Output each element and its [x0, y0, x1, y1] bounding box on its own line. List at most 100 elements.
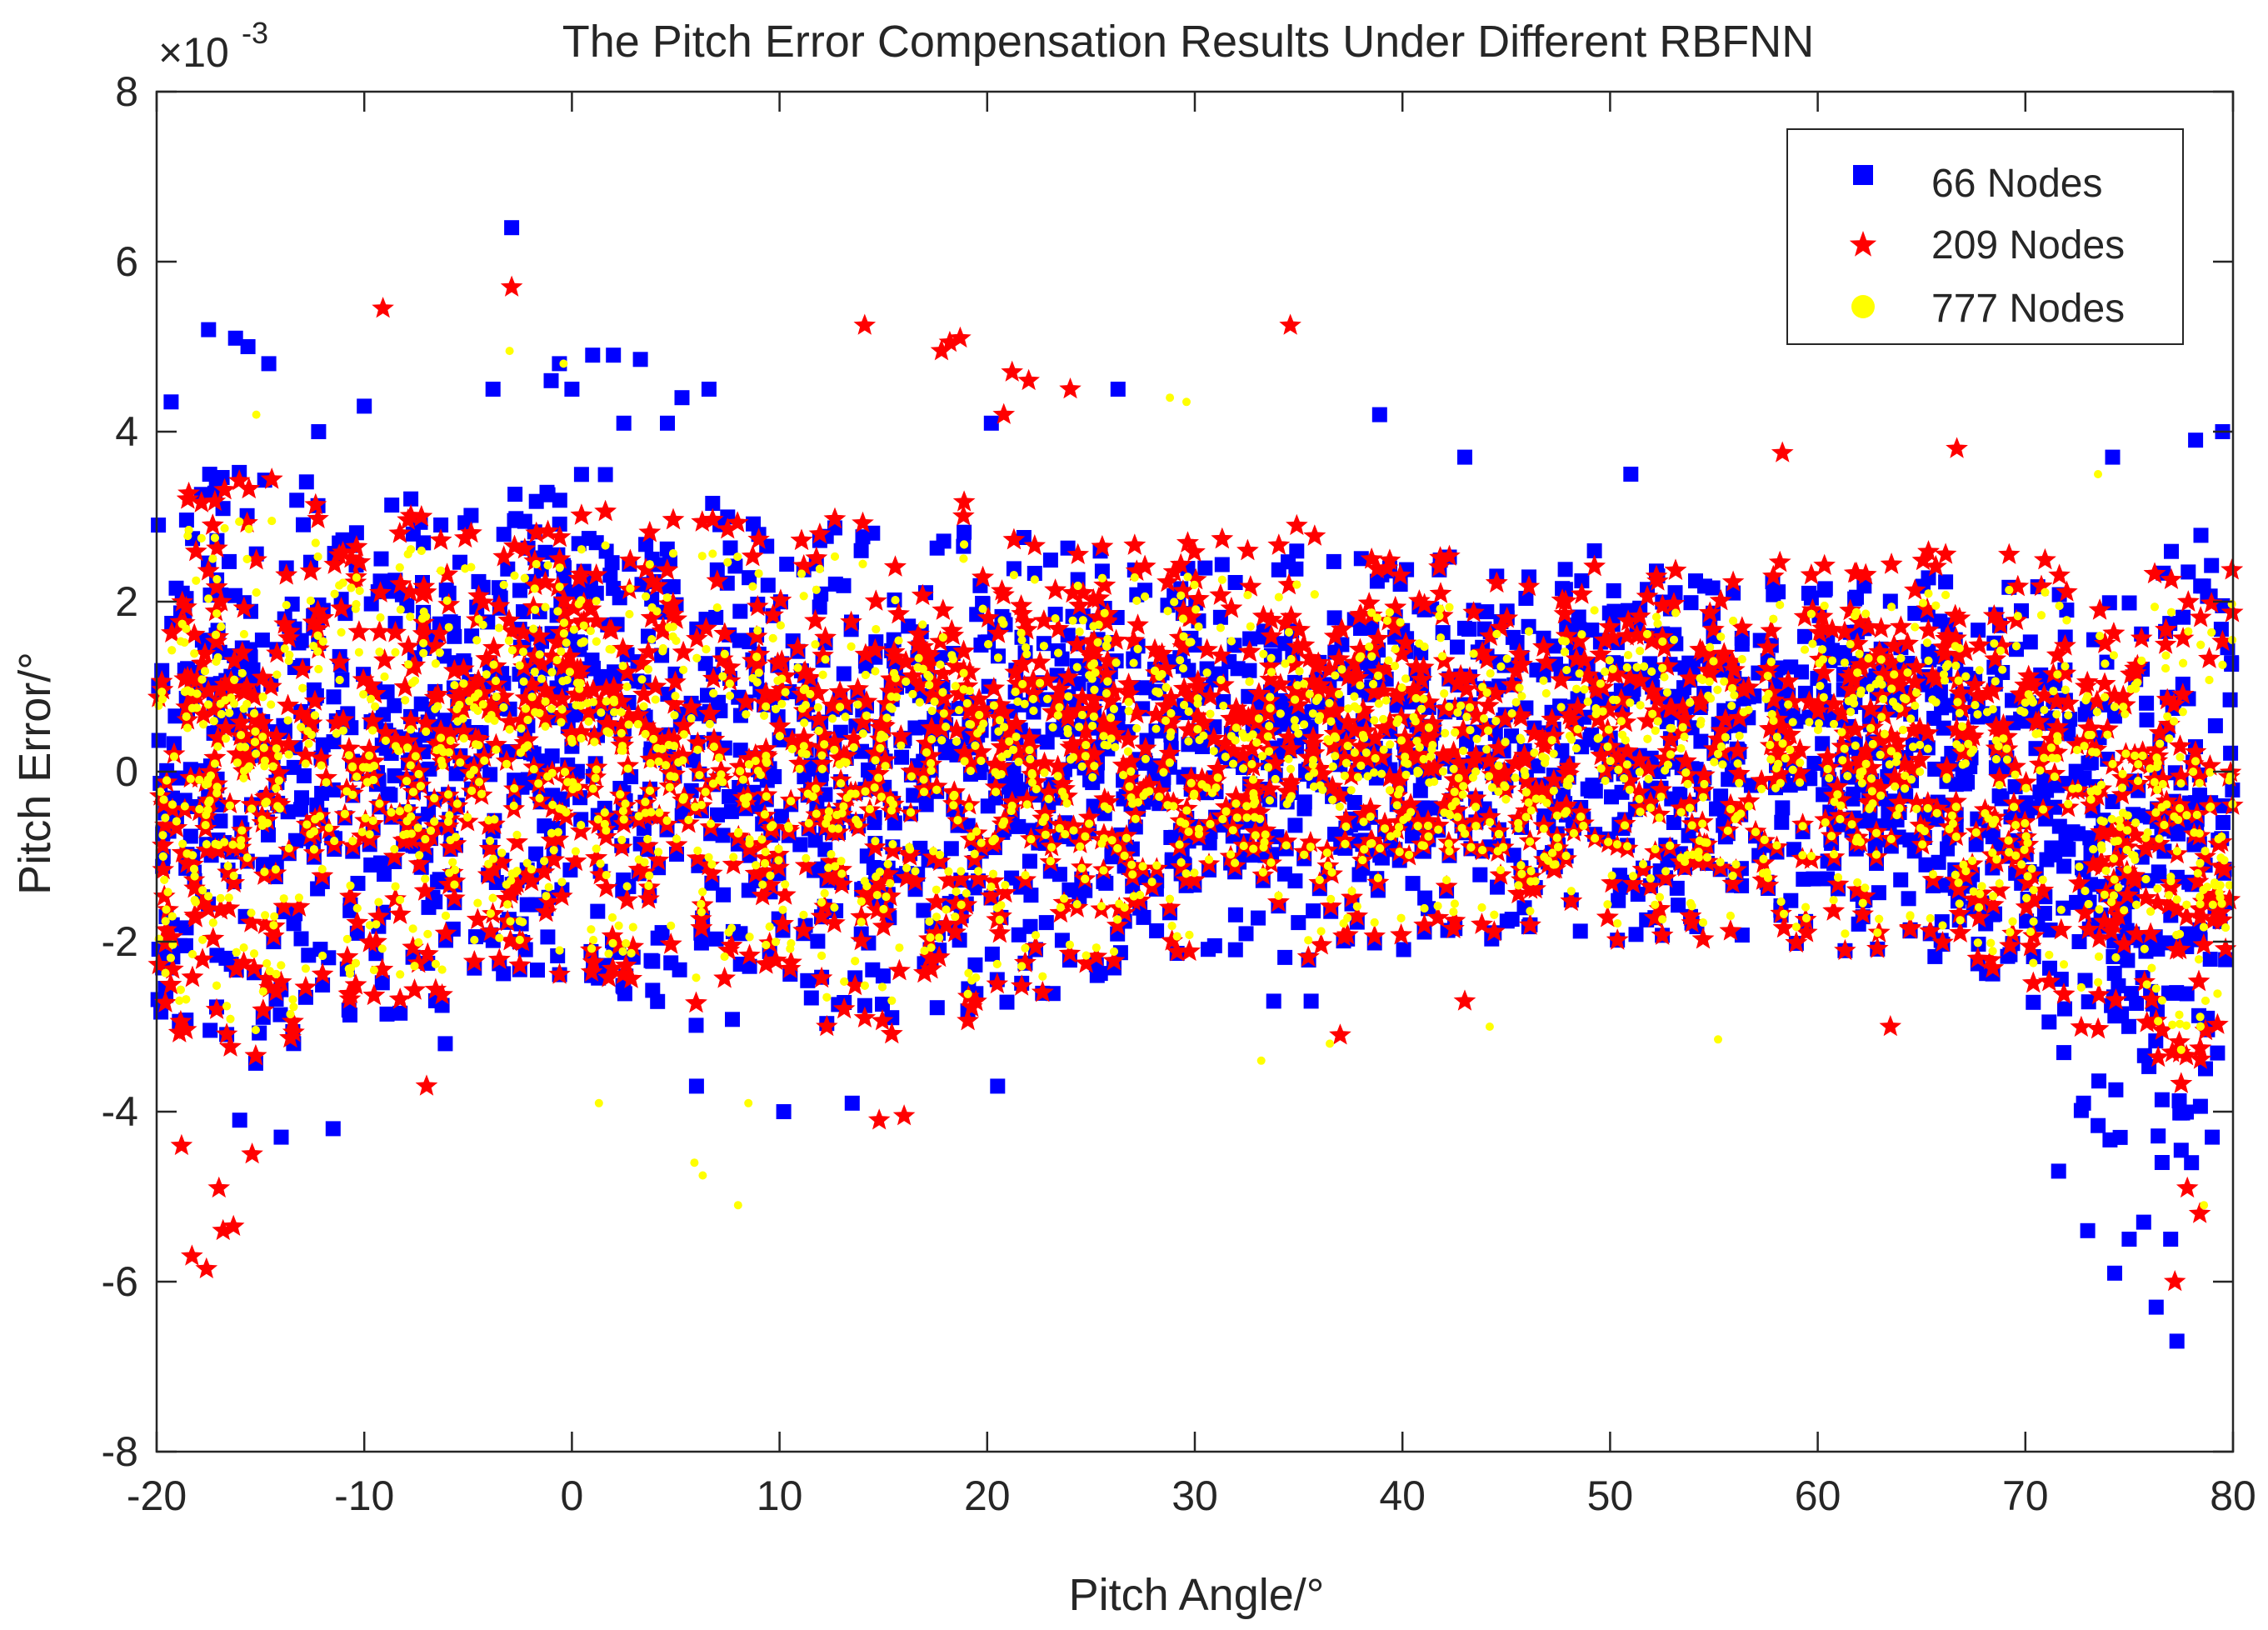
point-66-nodes	[1786, 842, 1801, 858]
point-66-nodes	[2151, 1128, 2166, 1144]
point-66-nodes	[1697, 578, 1712, 594]
point-66-nodes	[1587, 783, 1603, 799]
point-66-nodes	[1289, 543, 1305, 559]
point-66-nodes	[1296, 801, 1312, 817]
point-66-nodes	[1529, 662, 1545, 678]
data-points	[147, 220, 2244, 1349]
point-66-nodes	[384, 498, 400, 513]
point-66-nodes	[643, 952, 659, 968]
point-66-nodes	[1212, 609, 1228, 625]
point-66-nodes	[2139, 712, 2155, 728]
point-66-nodes	[293, 931, 309, 947]
point-66-nodes	[1584, 622, 1600, 638]
point-66-nodes	[1479, 604, 1495, 620]
point-66-nodes	[379, 1006, 395, 1022]
point-66-nodes	[416, 535, 432, 551]
point-66-nodes	[836, 578, 852, 593]
point-66-nodes	[2223, 745, 2239, 761]
point-66-nodes	[530, 962, 545, 978]
point-66-nodes	[983, 415, 999, 431]
point-66-nodes	[725, 1012, 740, 1028]
point-66-nodes	[1893, 872, 1909, 888]
point-66-nodes	[2026, 994, 2041, 1010]
point-66-nodes	[377, 867, 392, 882]
point-66-nodes	[663, 955, 679, 971]
point-66-nodes	[392, 1005, 408, 1021]
point-66-nodes	[1683, 595, 1699, 611]
point-66-nodes	[1606, 582, 1621, 598]
point-66-nodes	[2121, 1018, 2136, 1034]
point-66-nodes	[2129, 996, 2145, 1011]
point-66-nodes	[701, 382, 717, 397]
point-66-nodes	[151, 732, 167, 748]
point-66-nodes	[1816, 787, 1831, 802]
point-66-nodes	[2193, 578, 2209, 594]
point-66-nodes	[485, 382, 501, 397]
point-66-nodes	[1667, 585, 1683, 601]
point-66-nodes	[232, 1112, 247, 1128]
point-66-nodes	[632, 352, 648, 368]
point-66-nodes	[2222, 692, 2238, 708]
point-66-nodes	[543, 372, 559, 388]
point-66-nodes	[421, 899, 437, 915]
point-66-nodes	[311, 424, 327, 439]
point-66-nodes	[2169, 1333, 2185, 1349]
point-66-nodes	[650, 993, 666, 1009]
point-66-nodes	[1918, 857, 1934, 872]
point-66-nodes	[496, 527, 512, 542]
point-66-nodes	[710, 807, 725, 822]
point-66-nodes	[1238, 926, 1254, 942]
point-66-nodes	[447, 628, 462, 644]
point-66-nodes	[1734, 928, 1750, 943]
point-66-nodes	[2032, 784, 2048, 800]
point-66-nodes	[1287, 818, 1303, 833]
point-66-nodes	[817, 787, 833, 802]
point-66-nodes	[1775, 800, 1791, 816]
point-66-nodes	[2181, 564, 2196, 580]
point-66-nodes	[222, 553, 237, 569]
point-66-nodes	[178, 512, 194, 528]
point-66-nodes	[2108, 1082, 2124, 1098]
point-66-nodes	[800, 972, 816, 988]
point-66-nodes	[2051, 1163, 2066, 1179]
point-66-nodes	[875, 968, 891, 984]
point-66-nodes	[894, 749, 910, 765]
point-66-nodes	[212, 813, 228, 829]
point-66-nodes	[1062, 882, 1077, 898]
point-66-nodes	[1871, 885, 1886, 901]
point-66-nodes	[607, 664, 622, 680]
point-66-nodes	[1201, 942, 1216, 958]
point-66-nodes	[716, 887, 732, 902]
point-66-nodes	[1042, 552, 1058, 568]
point-66-nodes	[2056, 1045, 2071, 1061]
point-66-nodes	[1971, 622, 1986, 638]
point-66-nodes	[937, 745, 953, 761]
point-66-nodes	[2091, 1118, 2106, 1133]
point-66-nodes	[2224, 657, 2240, 672]
point-66-nodes	[1901, 891, 1916, 907]
point-66-nodes	[1574, 573, 1590, 588]
point-66-nodes	[2042, 960, 2057, 976]
point-66-nodes	[2184, 1155, 2200, 1171]
point-66-nodes	[2193, 528, 2209, 543]
point-66-nodes	[606, 348, 622, 363]
point-66-nodes	[2169, 985, 2185, 1001]
point-66-nodes	[504, 220, 520, 236]
point-66-nodes	[967, 957, 983, 972]
point-66-nodes	[373, 551, 389, 567]
point-66-nodes	[1815, 736, 1831, 752]
point-66-nodes	[2121, 1232, 2137, 1247]
point-66-nodes	[1326, 610, 1342, 626]
point-66-nodes	[760, 578, 776, 593]
point-66-nodes	[1039, 734, 1055, 750]
point-66-nodes	[437, 1036, 453, 1052]
point-66-nodes	[1816, 582, 1832, 598]
point-66-nodes	[2022, 634, 2038, 650]
point-66-nodes	[2150, 941, 2166, 957]
point-66-nodes	[2106, 966, 2122, 981]
point-66-nodes	[1836, 645, 1852, 661]
point-66-nodes	[314, 786, 330, 801]
point-66-nodes	[500, 561, 516, 577]
point-66-nodes	[298, 474, 314, 490]
point-66-nodes	[708, 931, 724, 947]
